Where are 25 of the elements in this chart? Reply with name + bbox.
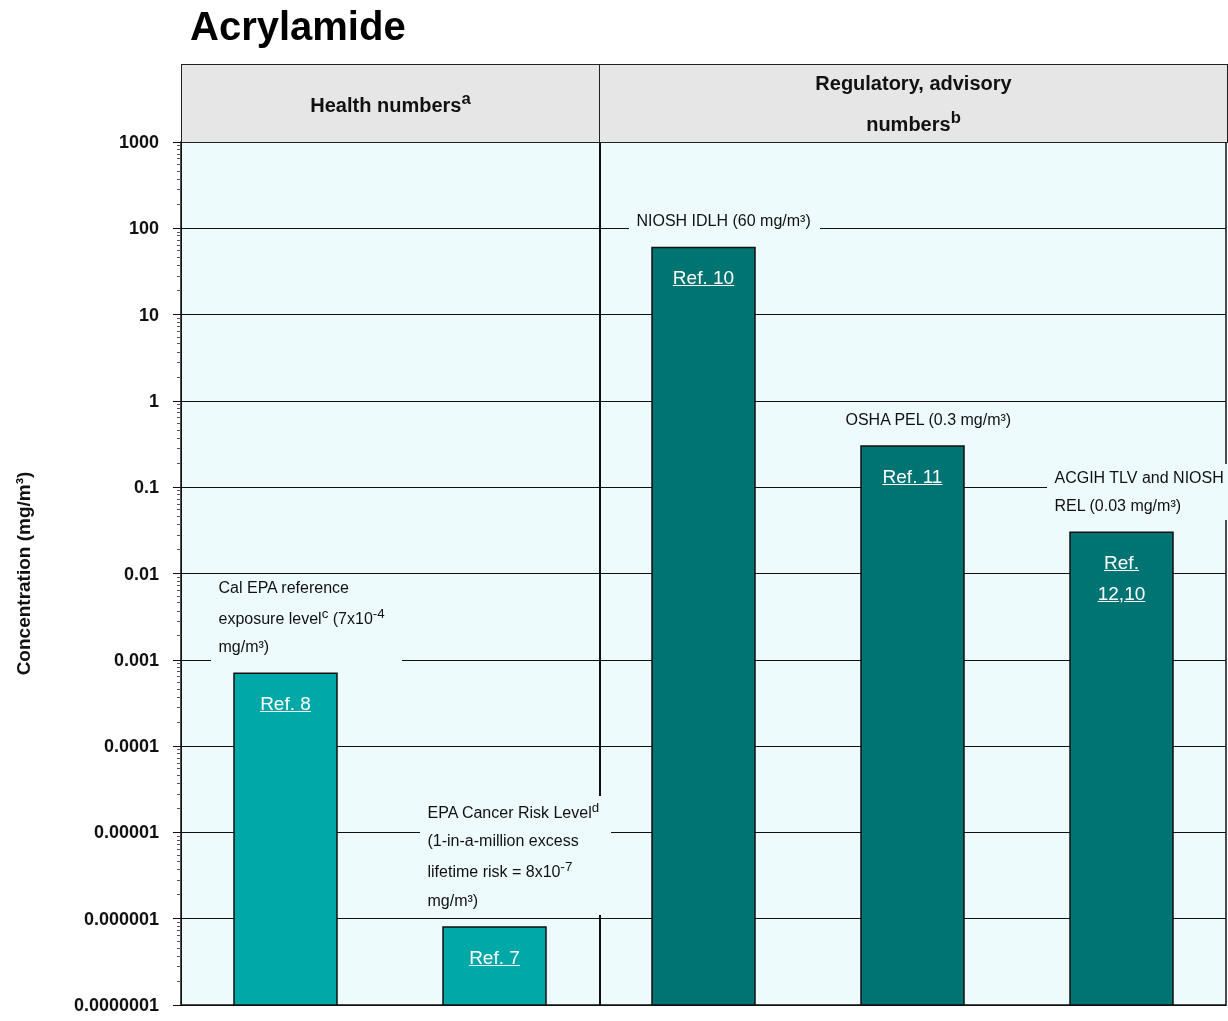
y-tick-label: 0.00001 bbox=[93, 822, 159, 843]
text: Cal EPA reference exposure level$^{c}$ (7x10$^{-4}$ mg/m³) bbox=[218, 579, 385, 656]
data-label: ACGIH TLV and NIOSH REL (0.03 mg/m³) bbox=[1046, 464, 1228, 521]
y-tick-label: 0.001 bbox=[113, 649, 159, 670]
y-tick-label: 100 bbox=[128, 218, 159, 239]
text: Regulatory, advisory numbers$^{b}$ bbox=[814, 71, 1013, 137]
data-label: NIOSH IDLH (60 mg/m³) bbox=[628, 207, 820, 236]
y-tick-label: 0.0001 bbox=[103, 736, 159, 757]
y-tick-label: 10 bbox=[138, 304, 159, 325]
annotation: Ref. 10 bbox=[671, 266, 736, 291]
annotation: Ref. 7 bbox=[468, 946, 521, 971]
text: EPA Cancer Risk Level$^{d}$ (1-in-a-million excess lifetime risk = 8x10$^{-7}$ mg/m³) bbox=[427, 800, 600, 909]
annotation: Ref. 12,10 bbox=[1096, 551, 1147, 606]
y-tick-label: 0.01 bbox=[123, 563, 159, 584]
y-axis-title: Concentration (mg/m³) bbox=[13, 471, 34, 676]
y-tick-label: 0.000001 bbox=[83, 908, 159, 929]
y-tick-label: 0.0000001 bbox=[73, 995, 159, 1015]
data-label: OSHA PEL (0.3 mg/m³) bbox=[837, 406, 1029, 435]
chart-title: Acrylamide bbox=[190, 4, 406, 49]
y-tick-label: 1000 bbox=[118, 132, 159, 152]
annotation: Ref. 8 bbox=[259, 692, 312, 717]
annotation: Ref. 11 bbox=[881, 465, 944, 489]
y-tick-label: 0.1 bbox=[133, 477, 159, 498]
text: Health numbers$^{a}$ bbox=[310, 88, 471, 118]
y-tick-label: 1 bbox=[148, 390, 159, 411]
